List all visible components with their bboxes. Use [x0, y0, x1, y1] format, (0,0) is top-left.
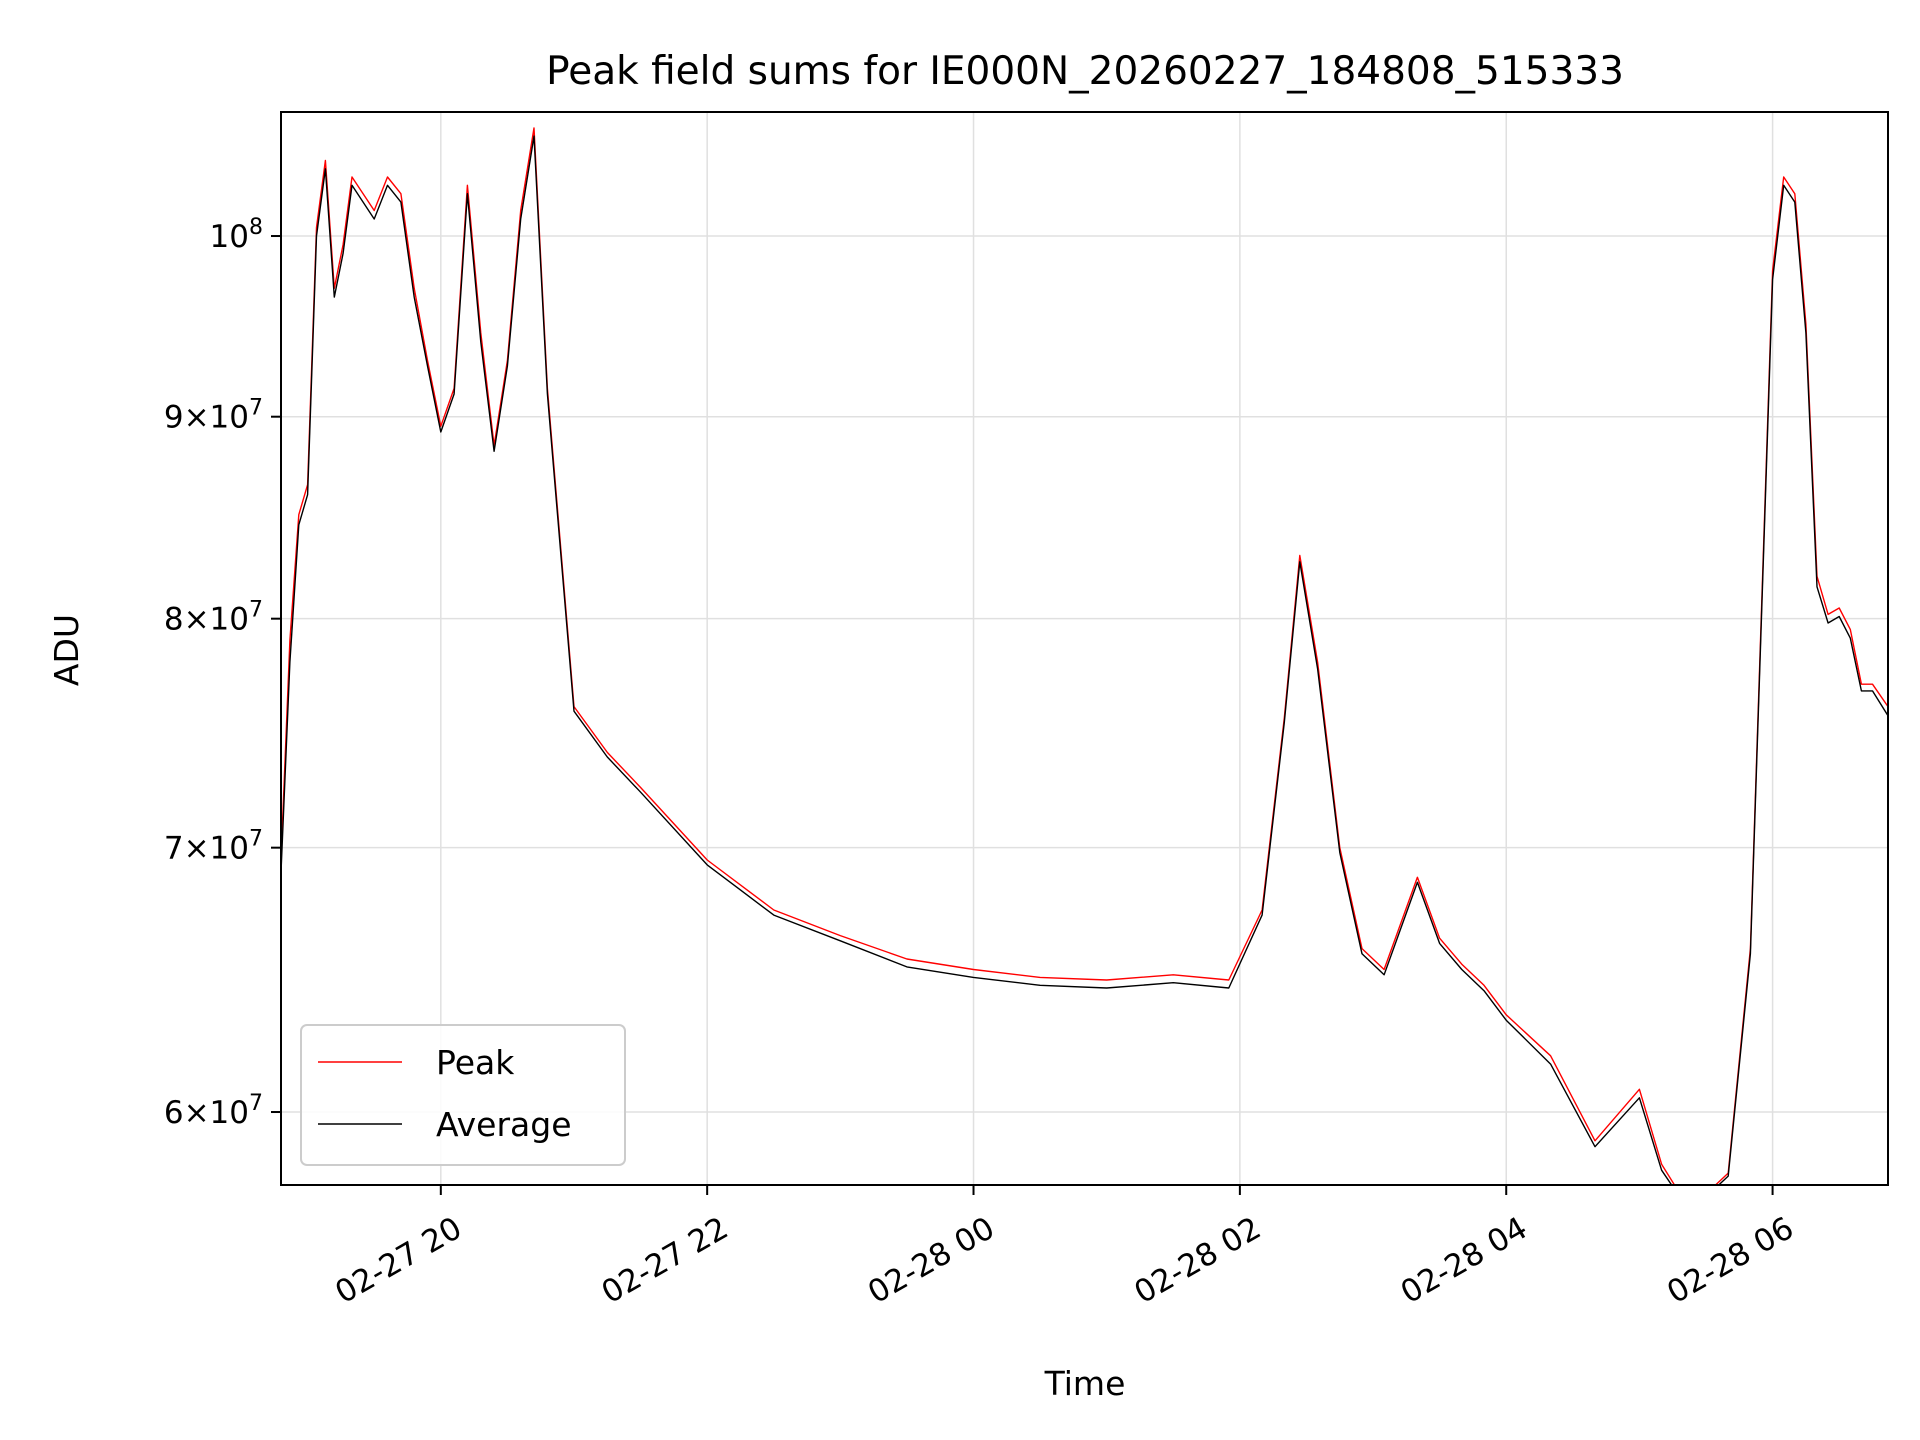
series-group: [281, 127, 1888, 1185]
legend-label-peak: Peak: [436, 1043, 515, 1082]
y-tick-label: 6×107: [164, 1091, 263, 1131]
legend-label-average: Average: [436, 1105, 572, 1144]
plot-frame: [280, 111, 1889, 1186]
y-axis-label: ADU: [47, 614, 86, 686]
y-tick-label: 8×107: [164, 598, 263, 638]
series-line-average: [281, 135, 1888, 1185]
grid: [281, 112, 1888, 1185]
y-tick-label: 108: [210, 215, 263, 255]
y-tick-label: 9×107: [164, 396, 263, 436]
legend-frame: [300, 1024, 626, 1166]
y-axis: 6×107 7×107 8×107 9×107 108: [164, 215, 281, 1131]
chart-title: Peak field sums for IE000N_20260227_1848…: [546, 49, 1624, 94]
legend: Peak Average: [300, 1024, 626, 1166]
y-tick-label: 7×107: [164, 827, 263, 867]
x-axis-label: Time: [1044, 1364, 1126, 1403]
